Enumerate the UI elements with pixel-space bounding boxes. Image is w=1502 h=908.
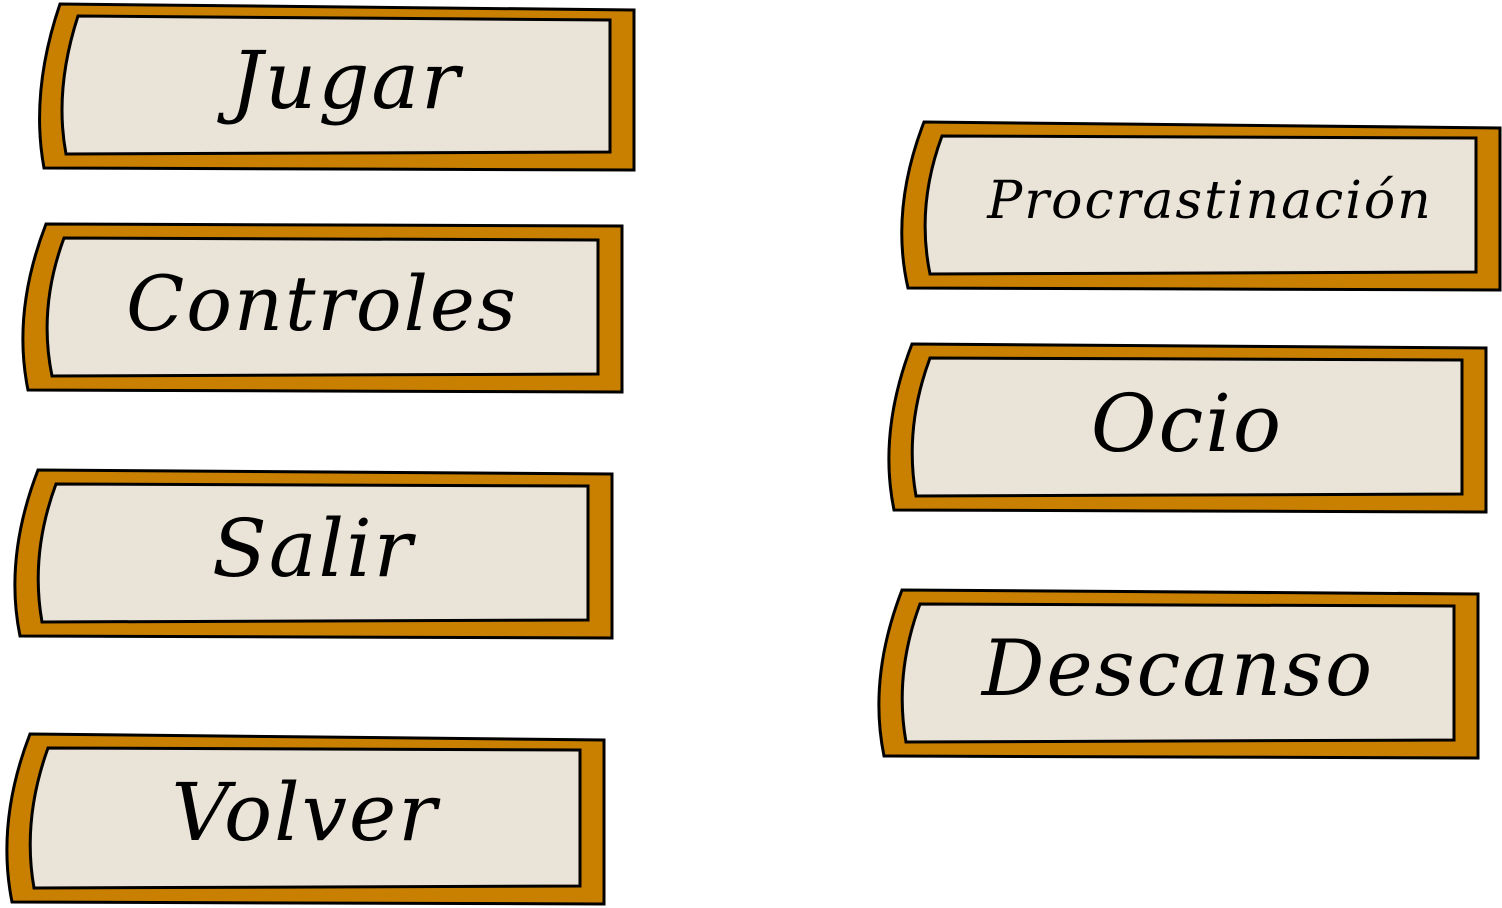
scroll-frame-icon — [21, 222, 624, 394]
scroll-frame-icon — [887, 342, 1488, 514]
scroll-frame-icon — [13, 468, 614, 640]
volver-button[interactable]: Volver — [4, 732, 606, 906]
salir-button[interactable]: Salir — [12, 468, 614, 640]
scroll-frame-icon — [900, 120, 1502, 292]
jugar-button[interactable]: Jugar — [36, 2, 636, 172]
ocio-button[interactable]: Ocio — [886, 342, 1488, 514]
scroll-frame-icon — [877, 588, 1480, 760]
procrastinacion-button[interactable]: Procrastinación — [898, 120, 1502, 292]
scroll-frame-icon — [5, 732, 606, 906]
scroll-frame-icon — [38, 2, 636, 172]
descanso-button[interactable]: Descanso — [876, 588, 1480, 760]
controles-button[interactable]: Controles — [20, 222, 624, 394]
